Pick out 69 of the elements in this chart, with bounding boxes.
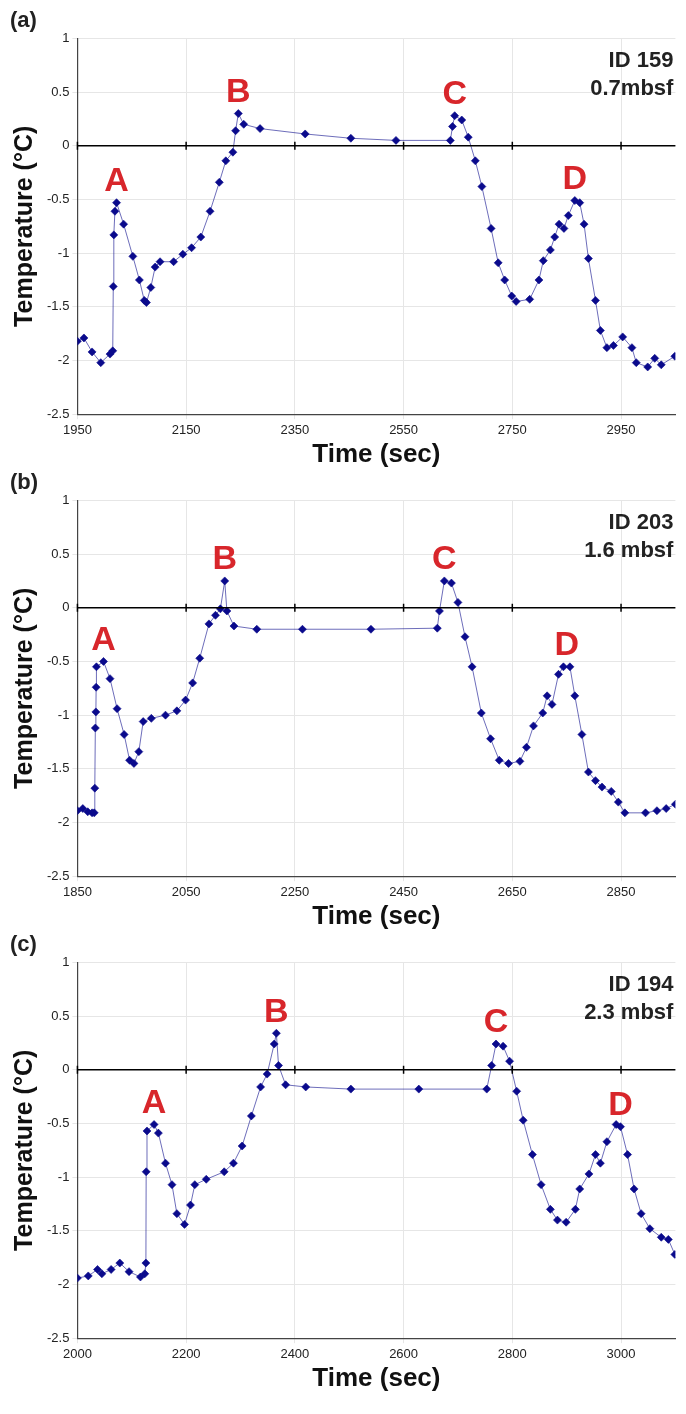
annotation: B	[226, 70, 251, 109]
y-axis-title: Temperature (°C)	[8, 1049, 37, 1251]
x-tick-label: 2200	[171, 1345, 201, 1361]
x-tick-label: 2650	[497, 883, 527, 899]
x-tick-label: 2000	[62, 1345, 92, 1361]
y-tick-label: 0	[62, 1061, 70, 1077]
y-tick-label: 0	[62, 599, 70, 615]
y-tick-label: -0.5	[46, 653, 70, 669]
annotation: A	[141, 1081, 167, 1120]
y-tick-label: 1	[62, 491, 70, 507]
y-tick-label: -2	[57, 814, 70, 830]
y-tick-label: -1	[57, 244, 70, 260]
y-tick-label: -2.5	[46, 1329, 70, 1345]
annotation: A	[91, 618, 116, 657]
y-tick-label: -2	[57, 1276, 70, 1292]
x-tick-label: 2600	[389, 1345, 419, 1361]
annotation: C	[432, 538, 457, 577]
x-tick-label: 2250	[280, 883, 310, 899]
y-axis-title: Temperature (°C)	[8, 587, 37, 789]
annotation: ID 194	[608, 971, 675, 997]
x-tick-label: 3000	[606, 1345, 636, 1361]
x-axis-title: Time (sec)	[312, 899, 441, 930]
x-tick-label: 1850	[62, 883, 92, 899]
x-tick-label: 2350	[280, 421, 310, 437]
y-tick-label: -0.5	[46, 191, 70, 207]
chart-title: (b)	[10, 469, 39, 495]
annotation: 1.6 mbsf	[584, 537, 675, 563]
annotation: ID 203	[608, 509, 674, 535]
x-tick-label: 2850	[606, 883, 636, 899]
y-tick-label: 0.5	[51, 1007, 70, 1023]
chart-title: (c)	[10, 931, 37, 957]
x-axis-title: Time (sec)	[312, 437, 441, 468]
x-tick-label: 2400	[280, 1345, 310, 1361]
annotation: D	[562, 157, 588, 196]
y-tick-label: -1.5	[46, 1222, 70, 1238]
annotation: 0.7mbsf	[590, 75, 675, 101]
y-tick-label: -2	[57, 352, 70, 368]
annotation: B	[212, 538, 238, 577]
x-tick-label: 2150	[171, 421, 201, 437]
y-axis-title: Temperature (°C)	[8, 125, 37, 327]
y-tick-label: 0.5	[51, 545, 70, 561]
x-tick-label: 1950	[62, 421, 92, 437]
annotation: B	[264, 990, 289, 1029]
x-tick-label: 2450	[389, 883, 419, 899]
annotation: 2.3 mbsf	[584, 999, 675, 1025]
x-tick-label: 2550	[389, 421, 419, 437]
y-tick-label: -1.5	[46, 298, 70, 314]
y-tick-label: -1.5	[46, 760, 70, 776]
annotation: C	[442, 73, 467, 112]
annotation: D	[608, 1084, 633, 1123]
y-tick-label: 0	[62, 137, 70, 153]
x-tick-label: 2050	[171, 883, 201, 899]
annotation: D	[554, 624, 579, 663]
y-tick-label: 1	[62, 953, 70, 969]
annotation: C	[483, 1001, 509, 1040]
x-tick-label: 2950	[606, 421, 636, 437]
chart-title: (a)	[10, 7, 37, 33]
y-tick-label: -2.5	[46, 405, 70, 421]
y-tick-label: -1	[57, 706, 70, 722]
y-tick-label: -0.5	[46, 1115, 70, 1131]
annotation: A	[104, 160, 129, 199]
y-tick-label: 0.5	[51, 83, 70, 99]
y-tick-label: -1	[57, 1168, 70, 1184]
x-axis-title: Time (sec)	[312, 1361, 441, 1392]
y-tick-label: -2.5	[46, 867, 70, 883]
x-tick-label: 2800	[497, 1345, 527, 1361]
x-tick-label: 2750	[497, 421, 527, 437]
annotation: ID 159	[608, 47, 674, 73]
y-tick-label: 1	[62, 29, 70, 45]
